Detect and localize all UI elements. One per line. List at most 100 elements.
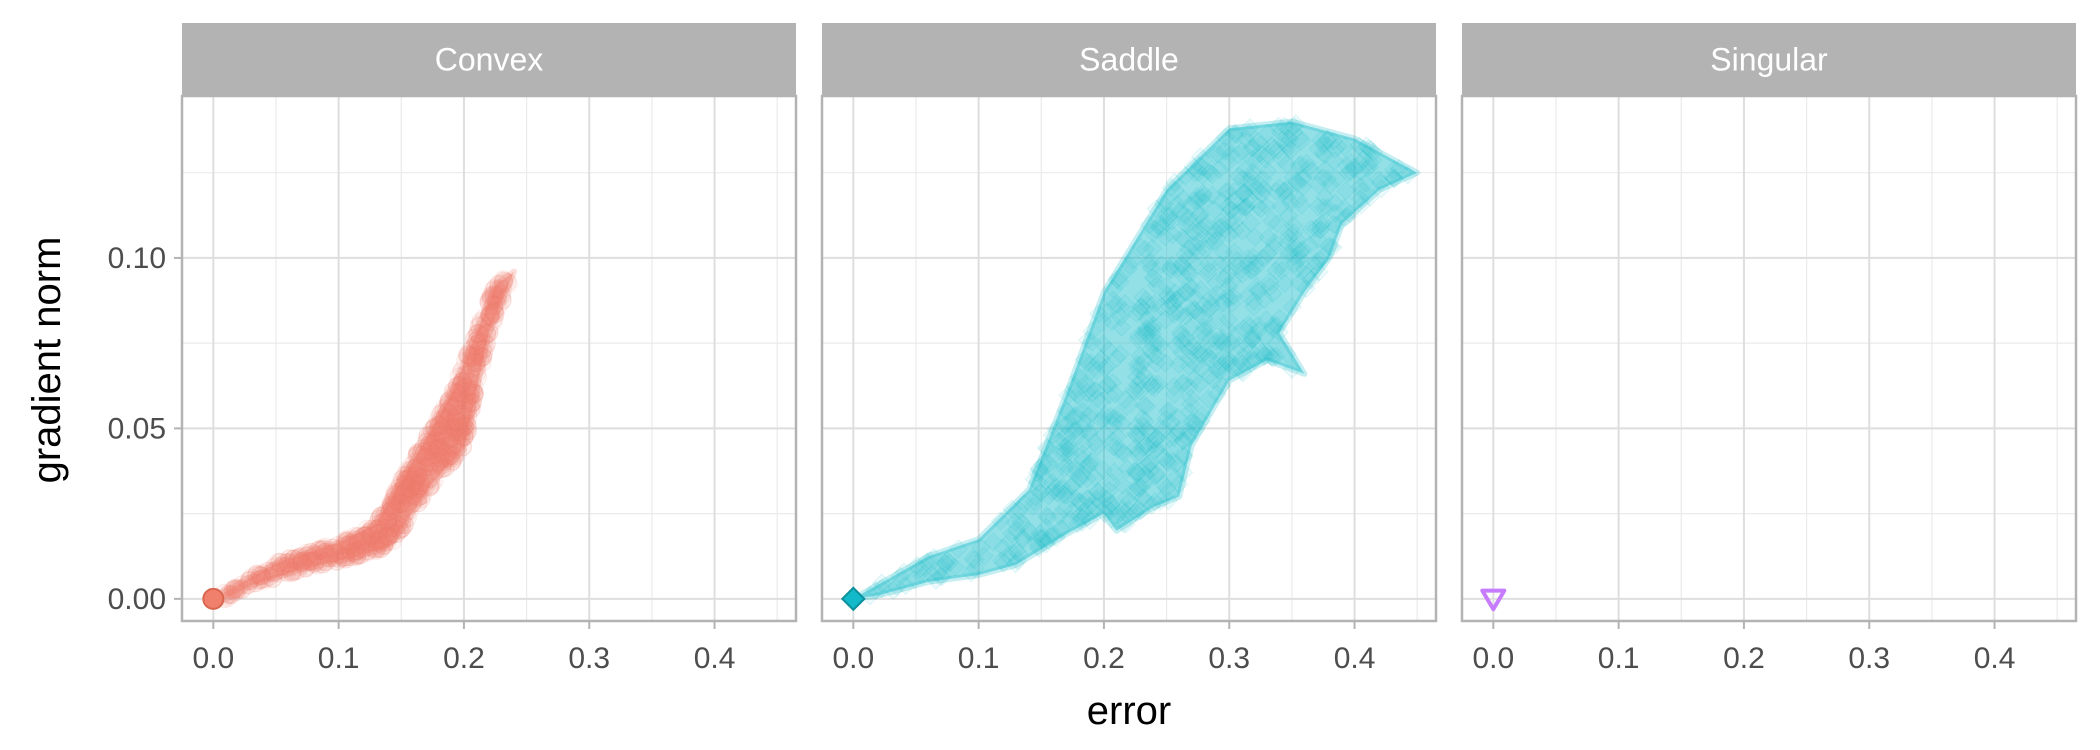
data-point (289, 548, 309, 568)
data-point (1286, 238, 1307, 258)
data-point (1213, 242, 1234, 262)
data-point (1248, 133, 1268, 153)
data-point (375, 518, 395, 538)
data-point (451, 427, 471, 447)
data-point (419, 469, 439, 489)
data-point (1180, 195, 1200, 216)
data-point (1073, 402, 1093, 422)
data-point (389, 519, 409, 539)
data-point (437, 402, 457, 422)
data-point (468, 334, 488, 354)
data-point (1128, 477, 1149, 498)
data-point (1208, 351, 1228, 371)
data-point (1237, 335, 1258, 355)
data-point (1195, 326, 1216, 347)
data-point (935, 552, 955, 573)
data-point (1277, 187, 1297, 207)
data-point-origin (840, 586, 866, 612)
data-point (371, 538, 391, 558)
data-point (428, 452, 448, 472)
data-point (428, 422, 448, 442)
data-point (1195, 239, 1215, 259)
data-point (1370, 173, 1391, 193)
data-point (1242, 353, 1262, 373)
data-point (285, 561, 305, 581)
data-point (468, 334, 488, 354)
data-point (1193, 210, 1213, 231)
data-point (1157, 478, 1177, 498)
data-point (481, 300, 501, 320)
data-point (1098, 491, 1118, 511)
data-point (442, 451, 462, 471)
data-point (1276, 135, 1297, 156)
data-point (399, 469, 419, 489)
data-point (1340, 204, 1360, 224)
data-point (464, 347, 484, 367)
data-point (1220, 351, 1240, 371)
data-point (453, 405, 473, 425)
data-point (407, 488, 427, 508)
data-point (302, 551, 322, 571)
data-point (457, 394, 477, 414)
data-point (448, 390, 468, 410)
data-point (1211, 191, 1232, 211)
data-point (1173, 256, 1193, 277)
data-point (426, 451, 446, 471)
data-point (1350, 161, 1371, 182)
data-point (379, 526, 399, 546)
data-point (465, 336, 485, 356)
data-point (449, 414, 469, 434)
data-point (442, 437, 462, 457)
data-point (1161, 177, 1182, 198)
data-point (1323, 237, 1343, 258)
data-point (1133, 408, 1153, 429)
data-point (1174, 446, 1194, 467)
data-point (1083, 500, 1103, 521)
data-point (337, 532, 357, 552)
data-point (409, 477, 429, 497)
data-point (369, 532, 389, 552)
data-point (454, 416, 474, 436)
data-point (419, 437, 439, 457)
data-point (406, 470, 426, 490)
data-point (1277, 180, 1297, 201)
data-point (268, 563, 288, 583)
data-point (1150, 491, 1170, 511)
data-point (390, 520, 410, 540)
data-point (1126, 416, 1147, 437)
data-point (1216, 182, 1236, 202)
data-point (424, 461, 444, 481)
data-point (408, 482, 428, 502)
data-point (459, 365, 479, 385)
data-point (1282, 359, 1302, 379)
data-point (365, 539, 385, 559)
data-point (1062, 476, 1082, 497)
data-point (1194, 317, 1215, 338)
data-point (443, 397, 463, 417)
data-point (1065, 376, 1085, 397)
data-point (454, 403, 474, 423)
data-point (1185, 331, 1205, 351)
data-point (1031, 483, 1051, 503)
data-point (1195, 216, 1215, 236)
data-point (1136, 290, 1156, 311)
data-point (1260, 277, 1280, 297)
data-point (1161, 260, 1181, 280)
data-point (319, 548, 339, 568)
data-point (1336, 155, 1356, 175)
data-point (1363, 142, 1384, 162)
data-point (469, 339, 489, 359)
data-point (1151, 254, 1172, 275)
data-point (407, 457, 427, 477)
data-point (481, 286, 501, 306)
data-point (483, 281, 503, 301)
data-point (1166, 453, 1187, 473)
data-point (479, 323, 499, 343)
data-point (457, 397, 477, 417)
data-point (1145, 491, 1165, 512)
data-point (426, 437, 446, 457)
data-point (1232, 141, 1252, 161)
data-point (489, 275, 509, 295)
data-point (239, 571, 259, 591)
data-point (1113, 443, 1134, 463)
